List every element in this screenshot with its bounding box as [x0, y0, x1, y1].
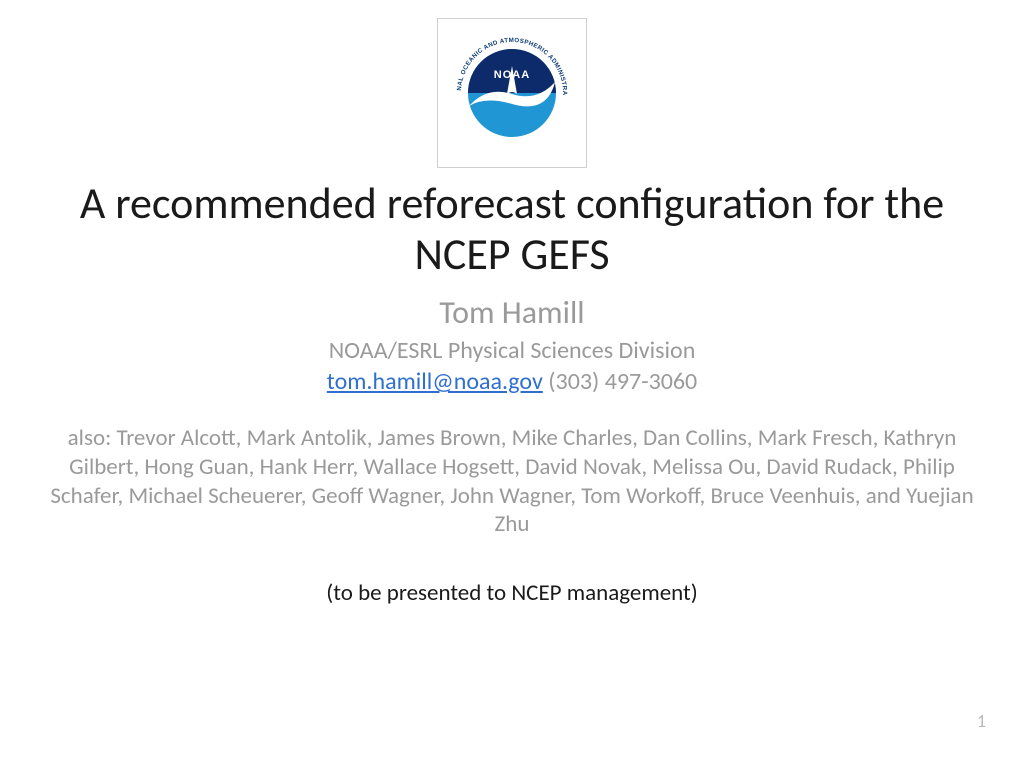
footer-note: (to be presented to NCEP management) [326, 579, 697, 607]
page-number: 1 [977, 710, 986, 732]
noaa-logo-svg: NATIONAL OCEANIC AND ATMOSPHERIC ADMINIS… [447, 28, 577, 158]
author-name: Tom Hamill [439, 293, 584, 332]
slide: NATIONAL OCEANIC AND ATMOSPHERIC ADMINIS… [0, 0, 1024, 768]
slide-title: A recommended reforecast configuration f… [0, 178, 1024, 279]
contributors-block: also: Trevor Alcott, Mark Antolik, James… [0, 424, 1024, 539]
contributors-prefix: also: [68, 424, 117, 452]
author-contact: tom.hamill@noaa.gov (303) 497-3060 [327, 367, 697, 396]
author-phone: (303) 497-3060 [548, 367, 697, 396]
contributors-list: Trevor Alcott, Mark Antolik, James Brown… [50, 424, 973, 538]
logo-inner-text: NOAA [494, 69, 530, 81]
noaa-logo: NATIONAL OCEANIC AND ATMOSPHERIC ADMINIS… [437, 18, 587, 168]
author-affiliation: NOAA/ESRL Physical Sciences Division [329, 336, 696, 365]
author-email-link[interactable]: tom.hamill@noaa.gov [327, 367, 543, 396]
